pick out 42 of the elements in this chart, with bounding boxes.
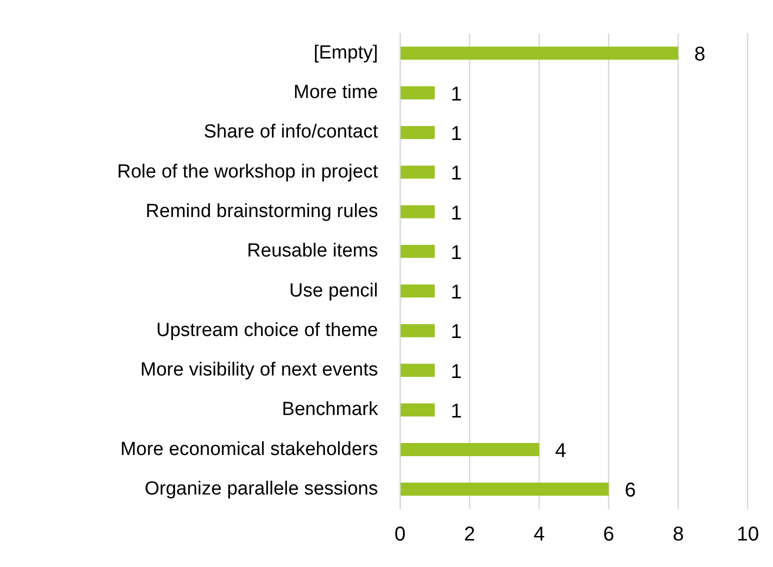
x-tick-label: 10	[736, 524, 759, 546]
y-tick-label: Use pencil	[289, 280, 378, 302]
x-tick-label: 4	[534, 524, 545, 546]
y-tick-label: Benchmark	[282, 399, 378, 420]
x-tick-label: 6	[603, 524, 614, 546]
data-label: 1	[450, 242, 462, 264]
y-tick-label: More visibility of next events	[140, 360, 378, 381]
y-tick-label: Upstream choice of theme	[156, 320, 378, 341]
bar	[400, 364, 435, 377]
data-label: 1	[450, 321, 462, 344]
y-tick-label: More economical stakeholders	[120, 438, 378, 460]
bar	[400, 126, 435, 140]
data-label: 1	[450, 123, 462, 145]
data-label: 1	[450, 83, 462, 106]
bar	[400, 443, 540, 456]
data-label: 1	[450, 360, 462, 383]
bar	[400, 324, 435, 338]
data-label: 6	[624, 480, 636, 502]
data-label: 1	[450, 162, 462, 185]
y-tick-label: [Empty]	[314, 42, 378, 64]
data-label: 1	[450, 400, 462, 422]
bar	[400, 205, 435, 218]
y-tick-label: Share of info/contact	[204, 122, 379, 143]
data-label: 8	[694, 44, 706, 66]
y-tick-label: Remind brainstorming rules	[146, 200, 378, 222]
bar	[400, 166, 435, 179]
bar	[400, 482, 609, 496]
y-tick-label: Reusable items	[247, 240, 378, 262]
x-tick-label: 0	[394, 524, 406, 546]
y-tick-label: Organize parallele sessions	[144, 478, 378, 500]
data-label: 1	[450, 202, 462, 224]
bar	[400, 244, 435, 258]
x-tick-label: 2	[464, 524, 476, 546]
y-tick-label: Role of the workshop in project	[117, 161, 379, 182]
data-label: 4	[555, 440, 566, 462]
bar	[400, 46, 678, 60]
bar	[400, 284, 435, 298]
data-label: 1	[450, 282, 462, 304]
y-tick-label: More time	[294, 82, 378, 104]
bar	[400, 86, 435, 100]
x-tick-label: 8	[672, 524, 684, 546]
bar	[400, 403, 435, 416]
